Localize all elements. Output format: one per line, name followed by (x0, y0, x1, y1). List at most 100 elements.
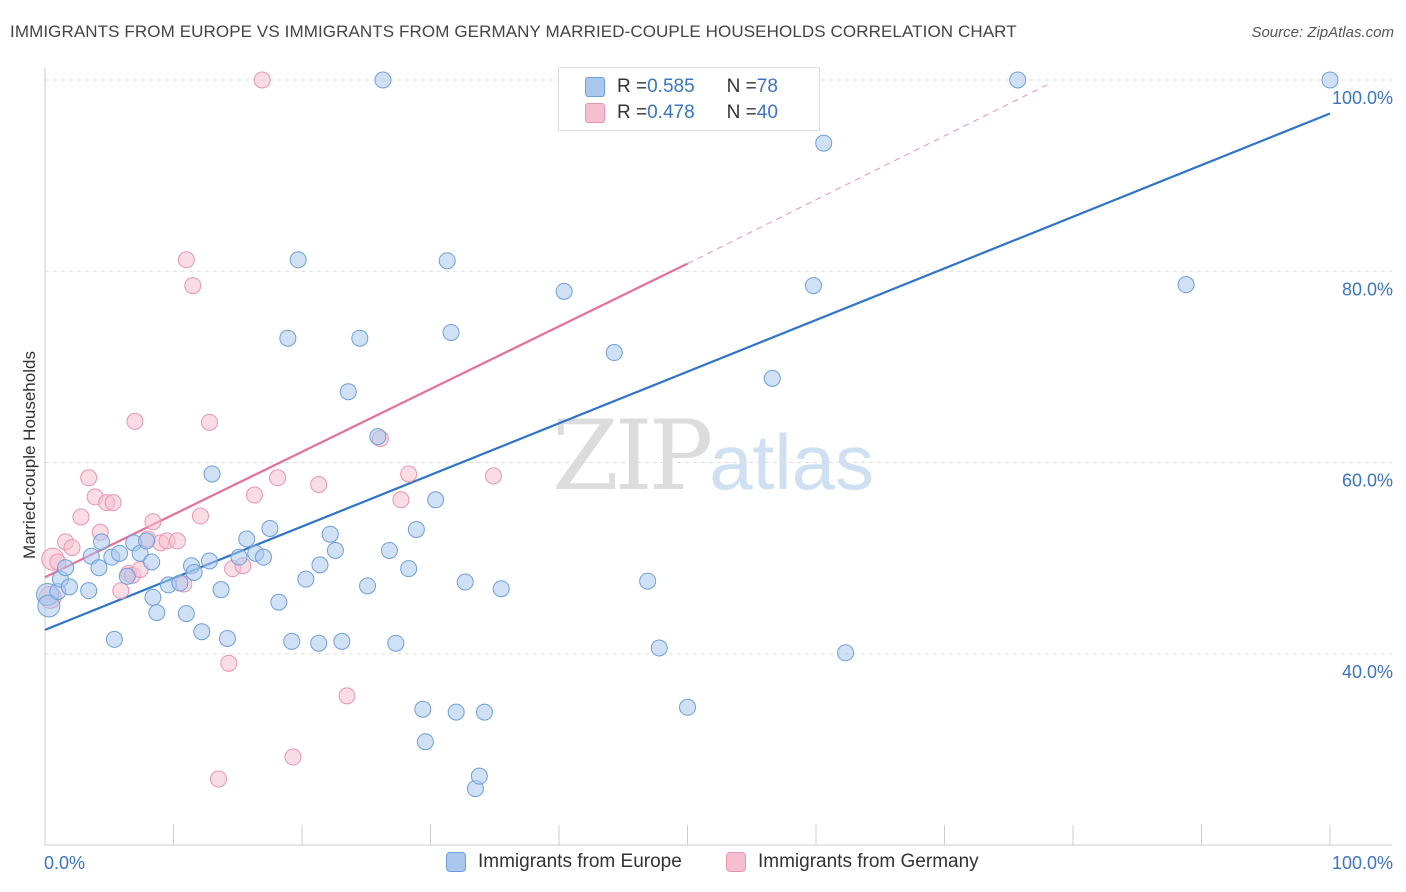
data-point-europe (118, 567, 136, 585)
legend-item-germany[interactable]: Immigrants from Germany (726, 851, 979, 873)
data-point-europe (90, 559, 108, 577)
x-tick-label-max: 100.0% (1332, 853, 1393, 873)
data-point-europe (218, 629, 236, 647)
y-axis-label: Married-couple Households (20, 351, 39, 559)
europe-swatch-icon (585, 77, 605, 97)
data-point-europe (1009, 71, 1027, 89)
data-point-germany (168, 532, 186, 550)
x-tick-label-min: 0.0% (44, 853, 85, 873)
data-point-europe (333, 632, 351, 650)
data-point-europe (93, 533, 111, 551)
data-point-europe (230, 548, 248, 566)
data-point-europe (289, 251, 307, 269)
data-point-europe (270, 593, 288, 611)
data-point-germany (484, 467, 502, 485)
data-point-germany (284, 748, 302, 766)
data-point-europe (1177, 276, 1195, 294)
legend-europe-label: Immigrants from Europe (478, 851, 682, 872)
y-tick-label: 60.0% (1342, 471, 1393, 491)
data-point-europe (326, 541, 344, 559)
data-point-europe (400, 560, 418, 578)
trend-line-germany-extension (687, 84, 1048, 265)
data-point-germany (126, 412, 144, 430)
data-point-europe (60, 578, 78, 596)
data-point-europe (407, 520, 425, 538)
data-point-europe (80, 582, 98, 600)
data-point-europe (311, 556, 329, 574)
data-point-europe (492, 580, 510, 598)
legend-item-europe[interactable]: Immigrants from Europe (446, 851, 682, 873)
legend-europe-swatch-icon (446, 852, 466, 872)
data-point-europe (351, 329, 369, 347)
data-point-europe (105, 630, 123, 648)
data-point-germany (104, 494, 122, 512)
data-point-europe (279, 329, 297, 347)
data-point-europe (359, 577, 377, 595)
watermark-zip: ZIP (552, 400, 713, 512)
germany-r-value: 0.478 (647, 102, 695, 123)
germany-n-label: N = (726, 102, 757, 123)
data-point-europe (203, 465, 221, 483)
germany-n-value: 40 (756, 102, 778, 123)
data-point-europe (679, 698, 696, 716)
data-point-europe (414, 700, 432, 718)
data-point-europe (763, 369, 781, 387)
europe-r-value: 0.585 (647, 76, 695, 97)
data-point-germany (144, 513, 162, 531)
data-point-europe (387, 634, 405, 652)
data-point-germany (184, 277, 202, 295)
germany-r-label: R = (617, 102, 648, 123)
data-point-europe (1321, 71, 1339, 89)
data-point-europe (144, 588, 162, 606)
data-point-europe (804, 277, 822, 295)
data-point-europe (639, 572, 657, 590)
data-point-europe (427, 491, 445, 509)
stats-row-germany: R = 0.478 N = 40 (585, 100, 778, 126)
germany-swatch-icon (585, 103, 605, 123)
axes (44, 68, 1392, 846)
series-legend: Immigrants from Europe Immigrants from G… (0, 851, 1406, 879)
y-tick-label: 80.0% (1342, 279, 1393, 299)
data-point-europe (297, 570, 315, 588)
data-point-europe (238, 530, 256, 548)
data-point-europe (138, 532, 156, 550)
data-point-europe (456, 573, 474, 591)
data-point-europe (815, 134, 833, 152)
data-point-germany (220, 654, 238, 672)
data-point-germany (209, 770, 227, 788)
data-point-germany (112, 582, 130, 600)
data-point-europe (283, 632, 301, 650)
source-credit: Source: ZipAtlas.com (1251, 24, 1394, 41)
data-point-europe (143, 553, 161, 571)
y-tick-label: 40.0% (1342, 662, 1393, 682)
points-germany (38, 71, 502, 788)
data-point-europe (555, 282, 573, 300)
data-point-germany (63, 539, 81, 557)
data-point-europe (650, 639, 668, 657)
data-point-europe (369, 428, 387, 446)
x-tick-labels: 0.0% 100.0% (44, 853, 1393, 873)
data-point-germany (400, 465, 418, 483)
data-point-europe (339, 383, 357, 401)
data-point-germany (253, 71, 271, 89)
data-point-germany (310, 475, 328, 493)
stats-row-europe: R = 0.585 N = 78 (585, 74, 778, 100)
data-point-germany (200, 413, 218, 431)
data-point-europe (57, 559, 75, 577)
data-point-europe (310, 634, 328, 652)
europe-r-label: R = (617, 76, 648, 97)
data-point-germany (269, 469, 287, 487)
data-point-germany (245, 486, 263, 504)
data-point-germany (177, 251, 195, 269)
europe-n-value: 78 (756, 76, 778, 97)
chart-title: IMMIGRANTS FROM EUROPE VS IMMIGRANTS FRO… (10, 22, 1017, 41)
legend-germany-label: Immigrants from Germany (758, 851, 979, 872)
data-point-europe (111, 544, 129, 562)
europe-n-label: N = (726, 76, 757, 97)
data-point-europe (200, 552, 218, 570)
data-point-europe (212, 581, 230, 599)
data-point-europe (380, 541, 398, 559)
data-point-germany (191, 507, 209, 525)
data-point-germany (392, 491, 410, 509)
